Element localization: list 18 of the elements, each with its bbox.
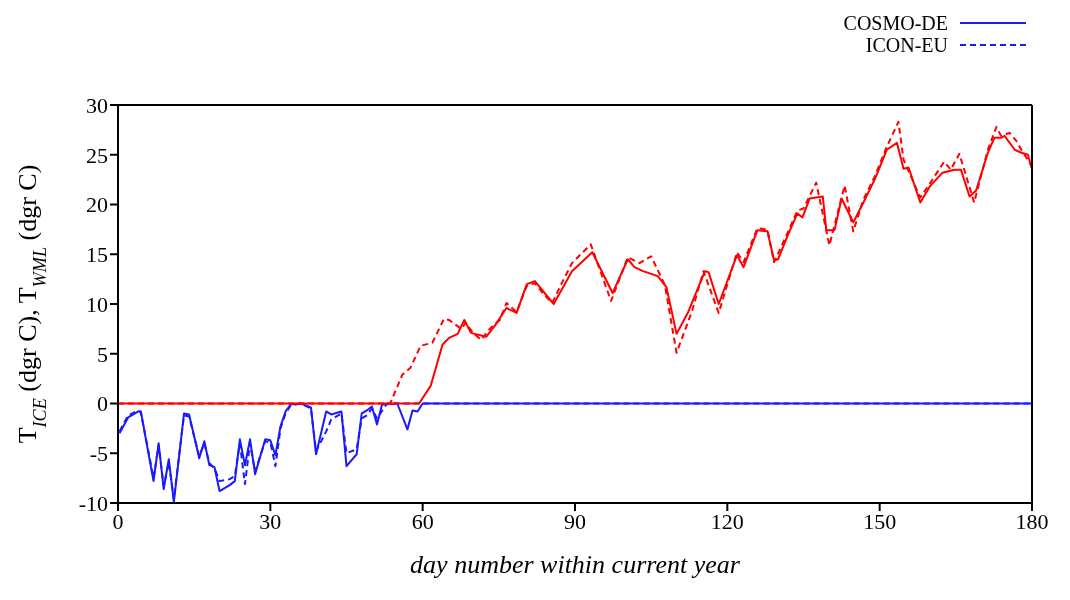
y-tick-label: 0 xyxy=(97,391,108,417)
y-tick-label: 20 xyxy=(86,192,108,218)
y-tick-label: 30 xyxy=(86,92,108,118)
y-tick-label: 15 xyxy=(86,242,108,268)
y-tick-label: -10 xyxy=(78,490,108,516)
x-tick-label: 90 xyxy=(564,508,586,534)
y-tick-label: 25 xyxy=(86,142,108,168)
x-tick-label: 150 xyxy=(863,508,897,534)
x-tick-label: 120 xyxy=(710,508,744,534)
x-tick-label: 60 xyxy=(411,508,434,534)
legend-label: ICON-EU xyxy=(865,34,948,56)
y-tick-label: 10 xyxy=(86,291,108,317)
x-tick-label: 180 xyxy=(1015,508,1049,534)
x-tick-label: 30 xyxy=(259,508,282,534)
y-tick-label: -5 xyxy=(89,441,108,467)
y-tick-label: 5 xyxy=(97,341,108,367)
legend-label: COSMO-DE xyxy=(843,12,948,34)
x-axis-title: day number within current year xyxy=(410,550,741,579)
